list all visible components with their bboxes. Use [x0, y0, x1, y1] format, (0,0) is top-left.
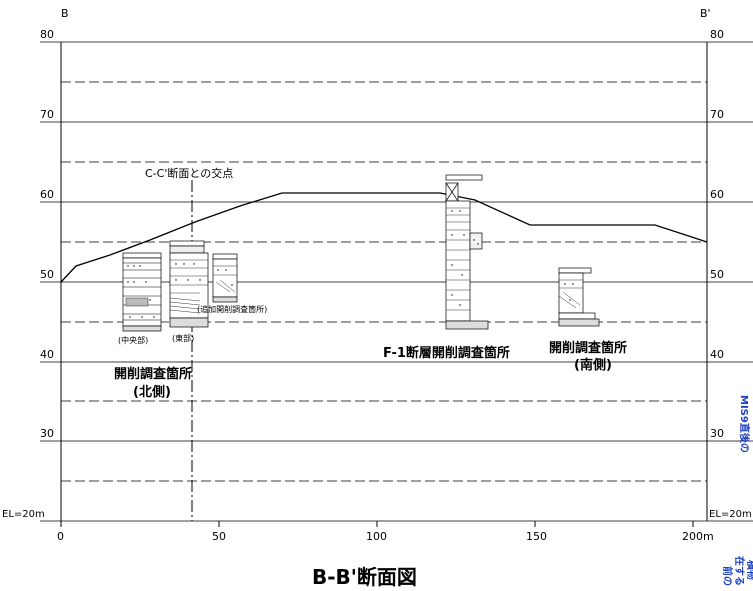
y-tick-label: 30 — [40, 427, 54, 440]
label-east: (東部) — [172, 333, 194, 343]
y-tick-label: 50 — [710, 268, 724, 281]
label-south-site: 開削調査箇所 — [549, 340, 627, 356]
label-additional: (追加開削調査箇所) — [197, 304, 267, 314]
y-tick-label: 40 — [40, 348, 54, 361]
y-tick-label: 80 — [710, 28, 724, 41]
x-tick-label: 0 — [57, 530, 64, 543]
section-end-left: B — [61, 7, 69, 20]
y-tick-label: 30 — [710, 427, 724, 440]
y-tick-label: 70 — [40, 108, 54, 121]
side-note-line: 在する — [733, 556, 746, 586]
x-axis-ticks — [60, 521, 694, 527]
y-tick-label: 60 — [40, 188, 54, 201]
y-tick-label: 50 — [40, 268, 54, 281]
column-central — [122, 252, 162, 332]
ground-surface-line — [60, 192, 708, 283]
y-tick-label: 70 — [710, 108, 724, 121]
x-tick-label: 100 — [366, 530, 387, 543]
side-note-line: 前の — [721, 566, 734, 586]
side-note-bottom: 前の 在する 積物 — [721, 556, 753, 586]
y-tick-label: 40 — [710, 348, 724, 361]
label-central: (中央部) — [118, 335, 148, 345]
y-axis-labels-right: 80 70 60 50 40 30 EL=20m — [709, 28, 752, 520]
column-east — [169, 240, 209, 328]
side-note-line: 積物 — [745, 559, 753, 580]
y-tick-label: 60 — [710, 188, 724, 201]
x-tick-label: 200m — [682, 530, 714, 543]
column-south — [558, 267, 600, 327]
label-f1-site: F-1断層開削調査箇所 — [383, 345, 510, 361]
y-tick-label: EL=20m — [709, 509, 752, 520]
x-tick-label: 150 — [526, 530, 547, 543]
column-f1 — [445, 174, 489, 330]
column-additional — [212, 253, 238, 303]
section-end-right: B' — [700, 7, 711, 20]
y-tick-label: EL=20m — [2, 509, 45, 520]
side-note-vertical: MIS9直後の — [738, 395, 751, 453]
label-north-site-side: (北側) — [133, 384, 171, 400]
x-axis-labels: 0 50 100 150 200m — [57, 530, 714, 543]
y-tick-label: 80 — [40, 28, 54, 41]
label-south-site-side: (南側) — [574, 357, 612, 373]
label-north-site: 開削調査箇所 — [114, 366, 192, 382]
x-tick-label: 50 — [212, 530, 226, 543]
y-axis-labels-left: 80 70 60 50 40 30 EL=20m — [2, 28, 54, 520]
diagram-title: B-B'断面図 — [312, 565, 417, 589]
cross-point-label: C-C'断面との交点 — [145, 166, 233, 180]
